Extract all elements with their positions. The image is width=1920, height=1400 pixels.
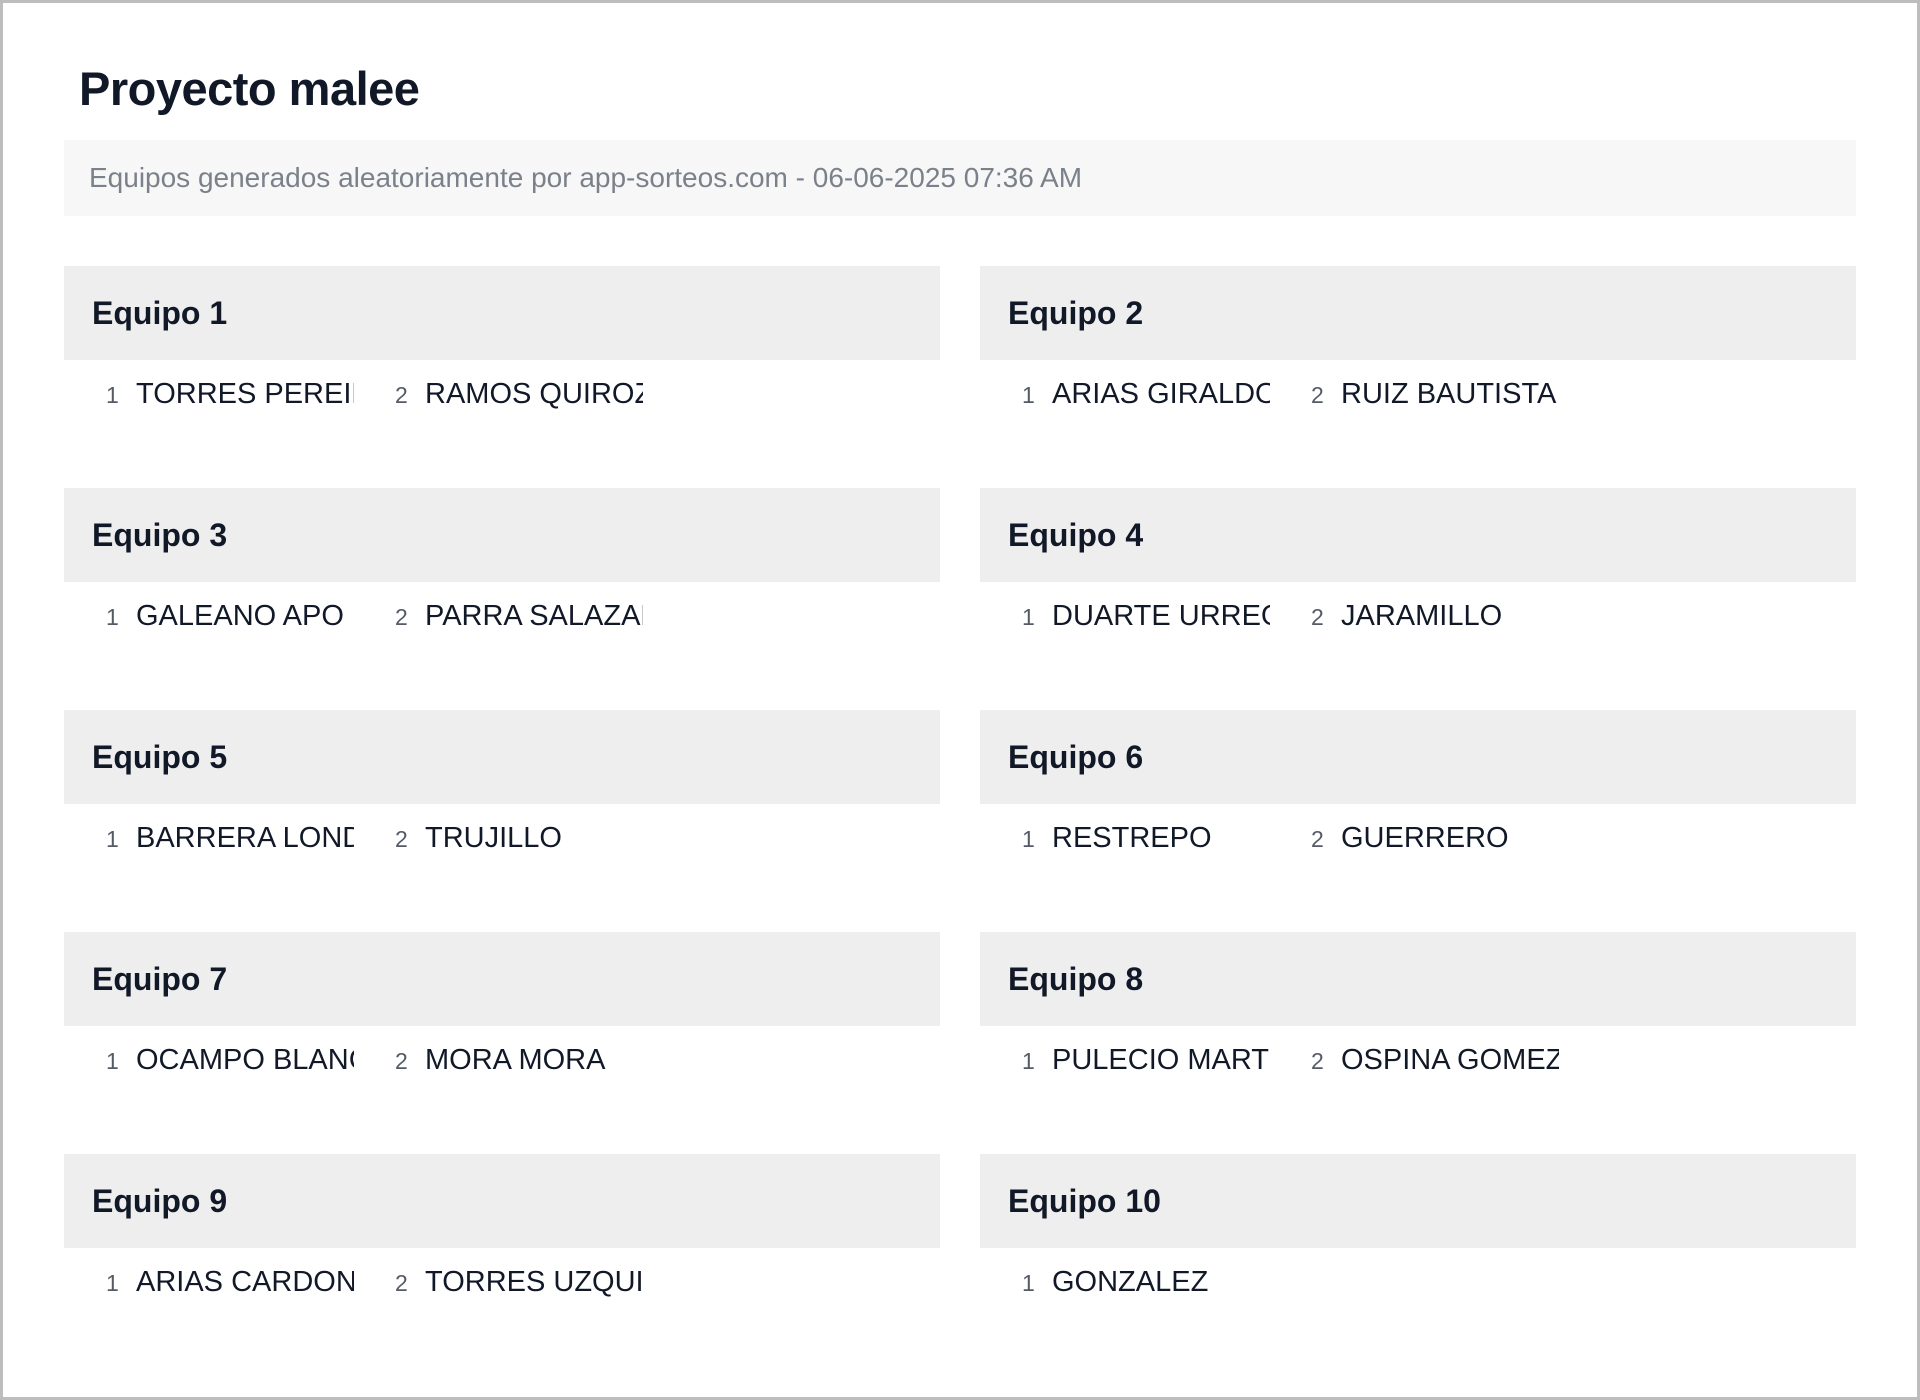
member-list: 1 ARIAS CARDONA 2 TORRES UZQUI — [64, 1266, 940, 1299]
member-number: 2 — [395, 1270, 408, 1296]
member-number: 1 — [106, 826, 119, 852]
member-item: 2 MORA MORA — [395, 1044, 684, 1077]
member-item: 1 RESTREPO — [1022, 822, 1311, 855]
member-number: 1 — [106, 1048, 119, 1074]
member-list: 1 PULECIO MARTINEZ 2 OSPINA GOMEZ — [980, 1044, 1856, 1077]
team-title: Equipo 10 — [980, 1154, 1856, 1248]
member-name: GUERRERO — [1341, 822, 1509, 854]
page-title: Proyecto malee — [79, 62, 420, 115]
member-item: 2 PARRA SALAZAR — [395, 600, 684, 633]
member-name: GALEANO APO — [136, 600, 344, 632]
member-item: 2 TRUJILLO — [395, 822, 684, 855]
member-number: 2 — [395, 604, 408, 630]
team-title: Equipo 8 — [980, 932, 1856, 1026]
member-number: 2 — [1311, 604, 1324, 630]
team-card: Equipo 4 1 DUARTE URREGO 2 JARAMILLO — [980, 488, 1856, 710]
member-name: RESTREPO — [1052, 822, 1212, 854]
member-name: RAMOS QUIROZ — [425, 378, 643, 410]
member-list: 1 TORRES PEREIRA 2 RAMOS QUIROZ — [64, 378, 940, 411]
member-name: ARIAS GIRALDO — [1052, 378, 1270, 410]
member-item: 1 GALEANO APO — [106, 600, 395, 633]
member-name: JARAMILLO — [1341, 600, 1503, 632]
member-number: 1 — [1022, 604, 1035, 630]
member-name: TORRES UZQUI — [425, 1266, 643, 1298]
member-list: 1 ARIAS GIRALDO 2 RUIZ BAUTISTA — [980, 378, 1856, 411]
member-number: 2 — [395, 1048, 408, 1074]
member-item: 1 GONZALEZ — [1022, 1266, 1311, 1299]
team-title: Equipo 5 — [64, 710, 940, 804]
member-list: 1 OCAMPO BLANCO 2 MORA MORA — [64, 1044, 940, 1077]
member-item: 1 PULECIO MARTINEZ — [1022, 1044, 1311, 1077]
team-title: Equipo 2 — [980, 266, 1856, 360]
member-number: 1 — [1022, 382, 1035, 408]
team-title: Equipo 3 — [64, 488, 940, 582]
member-item: 2 JARAMILLO — [1311, 600, 1600, 633]
member-number: 2 — [395, 826, 408, 852]
member-number: 1 — [1022, 1048, 1035, 1074]
team-title: Equipo 1 — [64, 266, 940, 360]
member-number: 1 — [1022, 826, 1035, 852]
member-number: 2 — [1311, 382, 1324, 408]
member-name: TRUJILLO — [425, 822, 562, 854]
team-card: Equipo 10 1 GONZALEZ — [980, 1154, 1856, 1376]
member-name: PULECIO MARTINEZ — [1052, 1044, 1270, 1076]
member-item: 2 RAMOS QUIROZ — [395, 378, 684, 411]
member-item: 2 RUIZ BAUTISTA — [1311, 378, 1600, 411]
team-card: Equipo 7 1 OCAMPO BLANCO 2 MORA MORA — [64, 932, 940, 1154]
member-name: PARRA SALAZAR — [425, 600, 643, 632]
member-list: 1 GALEANO APO 2 PARRA SALAZAR — [64, 600, 940, 633]
member-item: 2 OSPINA GOMEZ — [1311, 1044, 1600, 1077]
member-list: 1 RESTREPO 2 GUERRERO — [980, 822, 1856, 855]
team-card: Equipo 2 1 ARIAS GIRALDO 2 RUIZ BAUTISTA — [980, 266, 1856, 488]
member-item: 1 ARIAS GIRALDO — [1022, 378, 1311, 411]
member-name: TORRES PEREIRA — [136, 378, 354, 410]
member-item: 1 OCAMPO BLANCO — [106, 1044, 395, 1077]
team-title: Equipo 9 — [64, 1154, 940, 1248]
member-name: ARIAS CARDONA — [136, 1266, 354, 1298]
member-name: DUARTE URREGO — [1052, 600, 1270, 632]
team-card: Equipo 8 1 PULECIO MARTINEZ 2 OSPINA GOMEZ — [980, 932, 1856, 1154]
member-number: 1 — [106, 1270, 119, 1296]
member-item: 1 DUARTE URREGO — [1022, 600, 1311, 633]
team-card: Equipo 3 1 GALEANO APO 2 PARRA SALAZAR — [64, 488, 940, 710]
member-name: RUIZ BAUTISTA — [1341, 378, 1557, 410]
team-card: Equipo 6 1 RESTREPO 2 GUERRERO — [980, 710, 1856, 932]
member-name: MORA MORA — [425, 1044, 606, 1076]
member-item: 1 ARIAS CARDONA — [106, 1266, 395, 1299]
member-list: 1 GONZALEZ — [980, 1266, 1856, 1299]
team-title: Equipo 6 — [980, 710, 1856, 804]
member-number: 2 — [1311, 1048, 1324, 1074]
member-name: OCAMPO BLANCO — [136, 1044, 354, 1076]
member-number: 1 — [1022, 1270, 1035, 1296]
member-item: 2 TORRES UZQUI — [395, 1266, 684, 1299]
team-title: Equipo 4 — [980, 488, 1856, 582]
member-item: 2 GUERRERO — [1311, 822, 1600, 855]
team-card: Equipo 5 1 BARRERA LONDOÑO 2 TRUJILLO — [64, 710, 940, 932]
member-list: 1 DUARTE URREGO 2 JARAMILLO — [980, 600, 1856, 633]
member-list: 1 BARRERA LONDOÑO 2 TRUJILLO — [64, 822, 940, 855]
member-name: GONZALEZ — [1052, 1266, 1209, 1298]
member-number: 1 — [106, 604, 119, 630]
member-number: 1 — [106, 382, 119, 408]
member-item: 1 TORRES PEREIRA — [106, 378, 395, 411]
member-name: OSPINA GOMEZ — [1341, 1044, 1559, 1076]
team-title: Equipo 7 — [64, 932, 940, 1026]
team-card: Equipo 1 1 TORRES PEREIRA 2 RAMOS QUIROZ — [64, 266, 940, 488]
team-card: Equipo 9 1 ARIAS CARDONA 2 TORRES UZQUI — [64, 1154, 940, 1376]
member-number: 2 — [395, 382, 408, 408]
subtitle-banner: Equipos generados aleatoriamente por app… — [64, 140, 1856, 216]
member-item: 1 BARRERA LONDOÑO — [106, 822, 395, 855]
member-number: 2 — [1311, 826, 1324, 852]
member-name: BARRERA LONDOÑO — [136, 822, 354, 854]
